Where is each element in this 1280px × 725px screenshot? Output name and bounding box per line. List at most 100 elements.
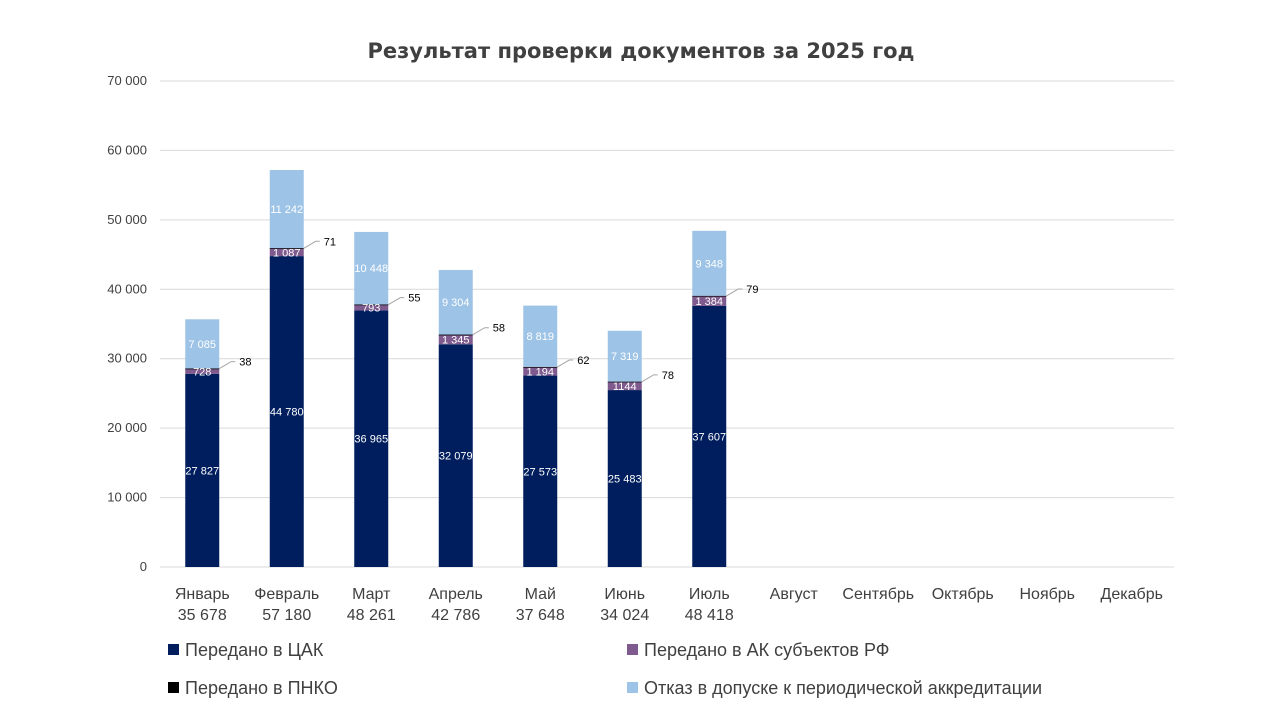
data-label-leader (303, 240, 320, 249)
legend-item: Передано в ПНКО (168, 678, 338, 698)
bar-segment (438, 334, 473, 336)
data-label: 79 (746, 284, 758, 296)
x-category-label: Июль (689, 586, 730, 603)
data-label-leader (725, 288, 743, 297)
x-category-label: Декабрь (1101, 586, 1163, 603)
legend-label: Передано в ПНКО (185, 678, 338, 698)
bar-segment (607, 330, 642, 382)
data-label-leader (641, 374, 658, 383)
data-label: 7 319 (611, 351, 639, 363)
x-category-label: Октябрь (932, 586, 994, 603)
legend-item: Отказ в допуске к периодической аккредит… (627, 678, 1042, 698)
data-label-leader (556, 359, 574, 368)
chart-title: Результат проверки документов за 2025 го… (367, 39, 914, 63)
x-category-total: 42 786 (431, 607, 480, 624)
bar-segment (438, 269, 473, 335)
y-tick-label: 0 (140, 559, 147, 574)
x-category-label: Ноябрь (1019, 586, 1075, 603)
bar-segment (185, 319, 220, 369)
bar-segment (692, 295, 727, 297)
data-label: 1 384 (695, 296, 723, 308)
data-label: 9 304 (442, 297, 470, 309)
gridlines (160, 80, 1174, 568)
data-label: 8 819 (526, 331, 554, 343)
legend: Передано в ЦАК Передано в АК субъектов РФ… (168, 640, 1042, 698)
data-label: 44 780 (270, 407, 304, 419)
data-label: 78 (662, 370, 674, 382)
y-axis-tick-labels: 0 10 000 20 000 30 000 40 000 50 000 60 000 70 … (107, 73, 147, 574)
y-tick-label: 70 000 (107, 73, 147, 88)
bar-segment (269, 248, 304, 257)
y-tick-label: 30 000 (107, 351, 147, 366)
bar-segment (269, 256, 304, 567)
data-label: 37 607 (692, 431, 726, 443)
bar-segment (607, 390, 642, 567)
bar-segment (269, 248, 304, 249)
bar-segment (438, 334, 473, 345)
data-label: 1 194 (526, 366, 554, 378)
bar-segment (269, 170, 304, 249)
data-label: 71 (324, 236, 336, 248)
y-tick-label: 40 000 (107, 281, 147, 296)
bar-segment (438, 344, 473, 567)
x-category-total: 37 648 (516, 607, 565, 624)
data-label-leader (387, 297, 405, 306)
bar-segment (354, 231, 389, 305)
bar-segment (185, 368, 220, 370)
data-label: 793 (362, 303, 380, 315)
data-label: 10 448 (354, 263, 388, 275)
bars (185, 170, 727, 567)
legend-label: Передано в ЦАК (185, 640, 324, 660)
bar-segment (185, 368, 220, 374)
x-category-total: 48 261 (347, 607, 396, 624)
y-tick-label: 60 000 (107, 142, 147, 157)
data-label: 62 (577, 355, 589, 367)
data-label: 7 085 (188, 339, 216, 351)
bar-segment (523, 375, 558, 567)
data-label: 1 087 (273, 247, 301, 259)
bar-segment (692, 305, 727, 567)
y-tick-label: 20 000 (107, 420, 147, 435)
bar-segment (523, 366, 558, 368)
x-category-label: Сентябрь (842, 586, 914, 603)
data-label: 27 573 (523, 466, 557, 478)
bar-segment (523, 305, 558, 367)
data-label: 1 345 (442, 335, 470, 347)
x-category-label: Апрель (429, 586, 483, 603)
legend-swatch (168, 682, 179, 693)
bar-segment (523, 367, 558, 376)
data-label: 27 827 (185, 465, 219, 477)
x-category-total: 35 678 (178, 607, 227, 624)
bar-segment (354, 310, 389, 567)
legend-label: Отказ в допуске к периодической аккредит… (644, 678, 1042, 698)
data-label: 11 242 (270, 204, 303, 216)
data-label: 32 079 (439, 451, 473, 463)
data-label: 25 483 (608, 474, 642, 486)
bar-segment (354, 304, 389, 311)
data-label: 38 (239, 357, 251, 369)
x-axis-labels: Январь 35 678 Февраль 57 180 Март 48 261 Апрел… (175, 586, 1163, 624)
y-tick-label: 50 000 (107, 212, 147, 227)
legend-item: Передано в ЦАК (168, 640, 324, 660)
legend-swatch (168, 644, 179, 655)
data-label: 728 (193, 366, 211, 378)
data-label: 1144 (613, 381, 637, 393)
data-label: 58 (493, 323, 505, 335)
legend-swatch (627, 644, 638, 655)
legend-item: Передано в АК субъектов РФ (627, 640, 889, 660)
x-category-label: Январь (175, 586, 230, 603)
data-label: 55 (408, 293, 420, 305)
y-tick-label: 10 000 (107, 490, 147, 505)
data-label-leader (472, 327, 489, 336)
legend-label: Передано в АК субъектов РФ (644, 640, 889, 660)
x-category-total: 57 180 (262, 607, 311, 624)
x-category-total: 34 024 (600, 607, 649, 624)
x-category-label: Август (770, 586, 819, 603)
x-category-total: 48 418 (685, 607, 734, 624)
data-labels: 27 827 728 38 7 085 44 780 1 087 71 11 242 36 96… (185, 204, 758, 486)
legend-swatch (627, 682, 638, 693)
bar-segment (607, 381, 642, 383)
bar-segment (354, 304, 389, 306)
data-label: 36 965 (354, 434, 388, 446)
